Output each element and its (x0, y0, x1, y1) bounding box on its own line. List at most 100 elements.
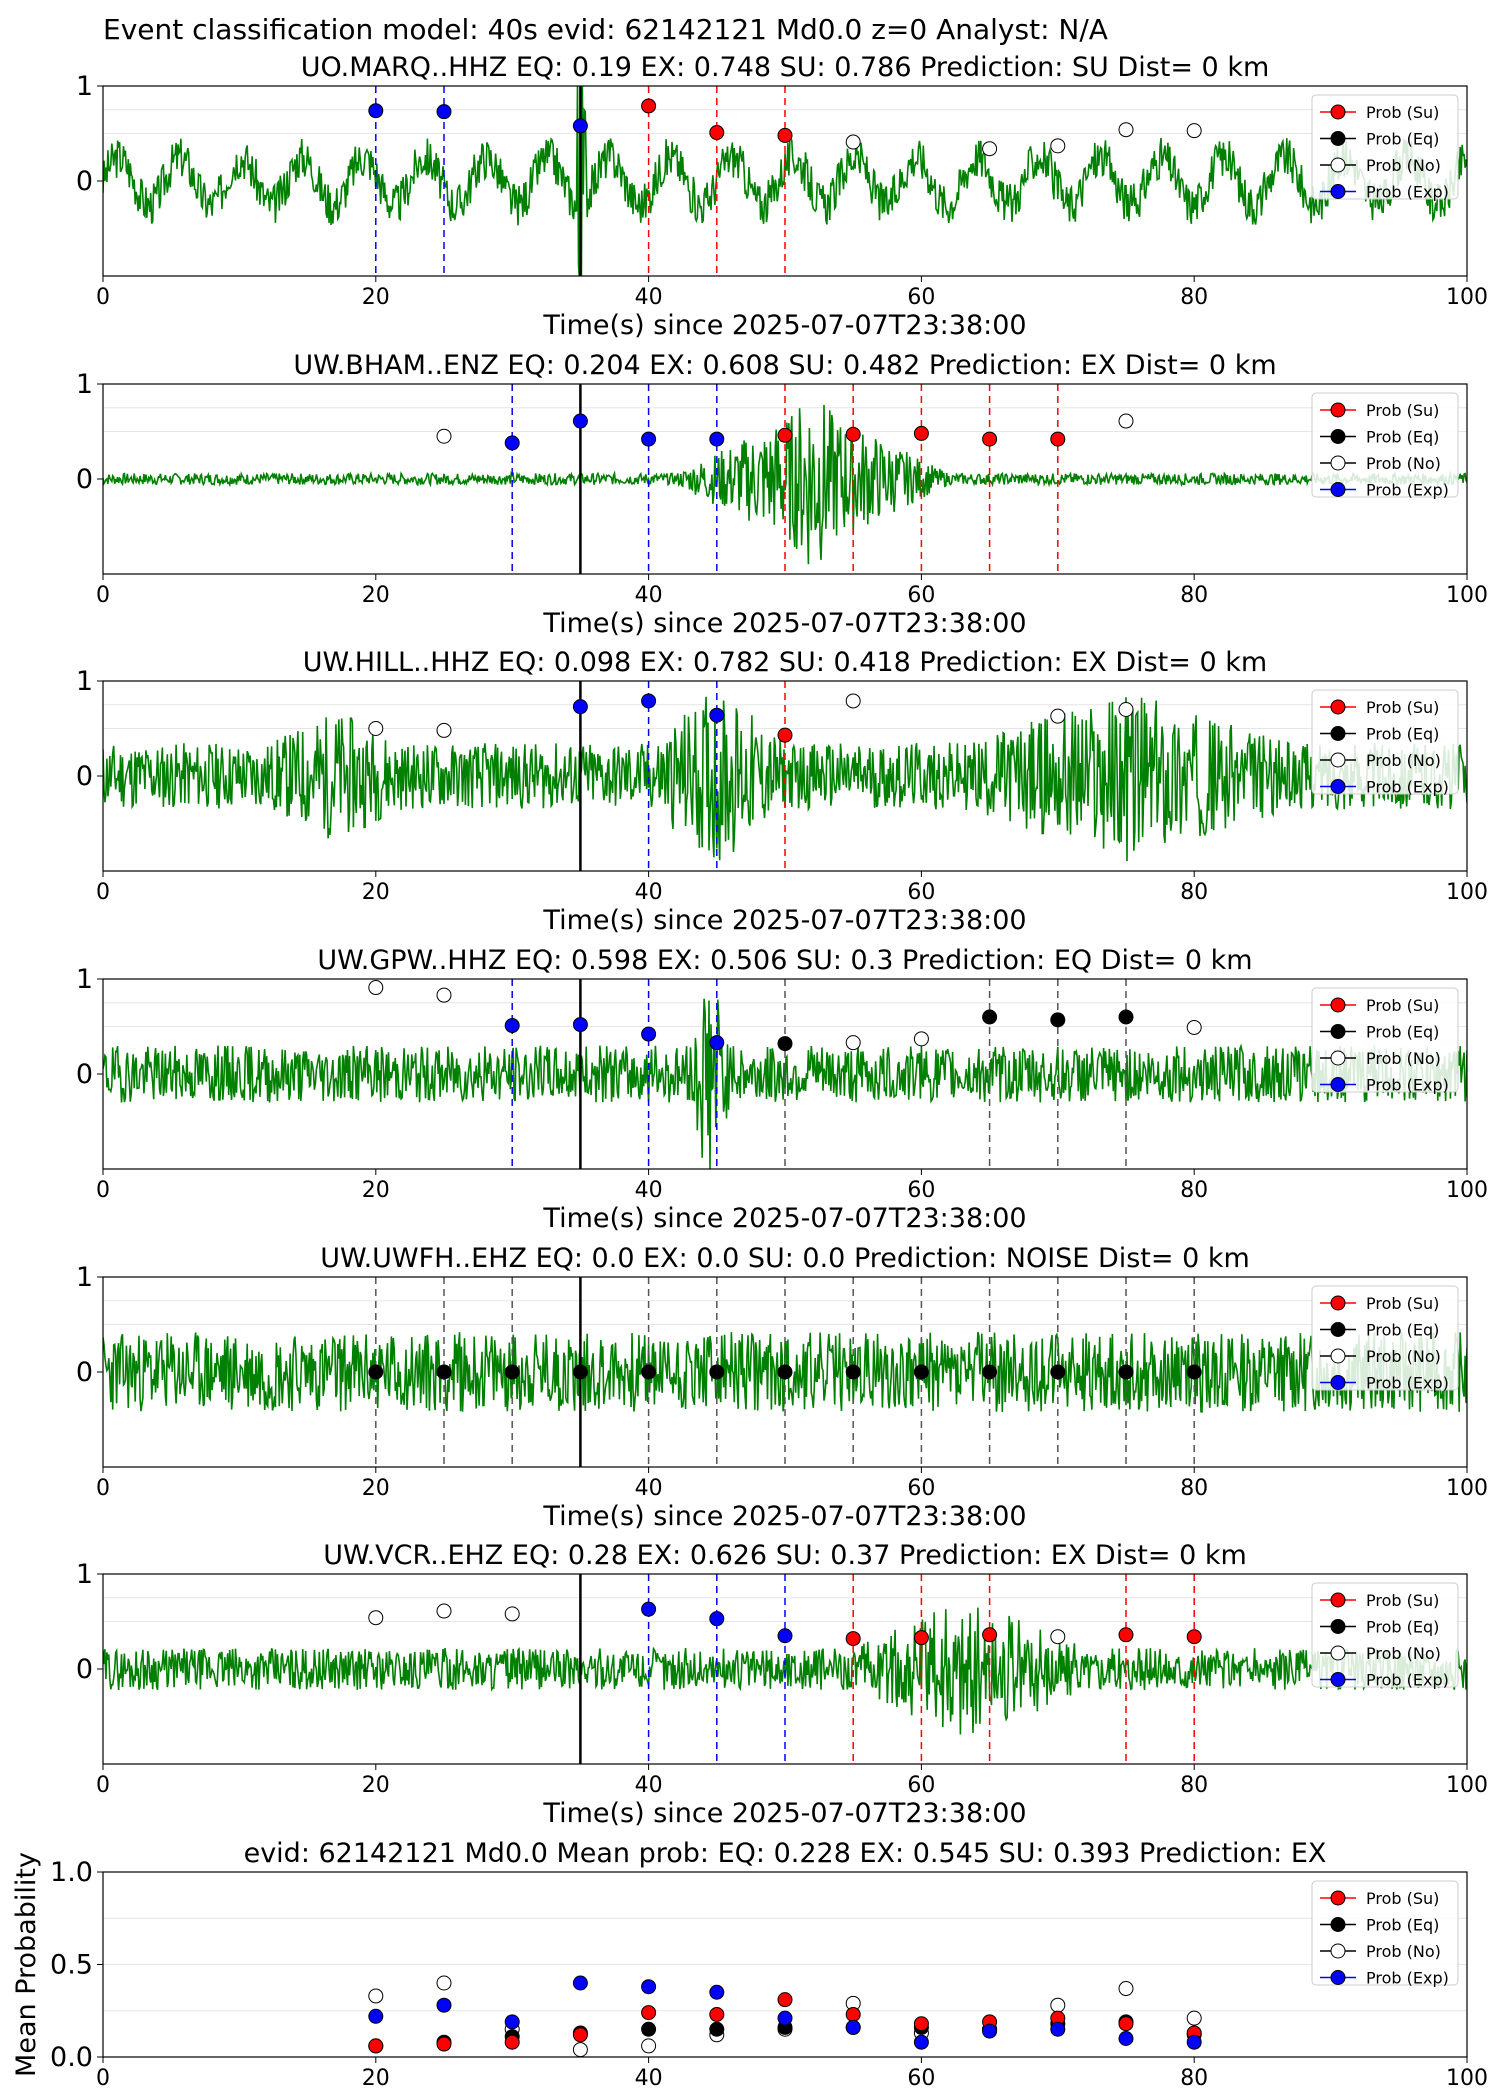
data-point-no (1118, 413, 1134, 429)
data-point-eq (641, 1364, 657, 1380)
data-point-eq (1186, 1364, 1202, 1380)
data-point-no (368, 1610, 384, 1626)
data-point-su (777, 727, 793, 743)
data-point-su (913, 2016, 929, 2032)
data-point-no (845, 1035, 861, 1051)
data-point-su (913, 1630, 929, 1646)
plot-area (103, 1277, 1467, 1467)
data-point-exp (641, 1601, 657, 1617)
data-point-su (845, 2006, 861, 2022)
data-point-no (368, 980, 384, 996)
panel-1: UO.MARQ..HHZ EQ: 0.19 EX: 0.748 SU: 0.78… (76, 52, 1488, 341)
data-point-no (1118, 1981, 1134, 1997)
y-tick-label: 0 (76, 1654, 93, 1685)
data-point-exp (572, 1975, 588, 1991)
data-point-eq (982, 1364, 998, 1380)
legend-marker-eq (1330, 1024, 1346, 1039)
data-point-su (436, 2036, 452, 2052)
data-point-no (982, 141, 998, 157)
data-point-exp (913, 2034, 929, 2050)
panel-title: UO.MARQ..HHZ EQ: 0.19 EX: 0.748 SU: 0.78… (301, 52, 1270, 83)
y-tick-label: 0 (76, 761, 93, 792)
legend-marker-no (1330, 1050, 1346, 1066)
x-tick-label: 20 (362, 880, 390, 905)
x-tick-label: 0 (96, 1178, 110, 1203)
data-point-no (641, 2038, 657, 2054)
panel-4: UW.GPW..HHZ EQ: 0.598 EX: 0.506 SU: 0.3 … (76, 945, 1488, 1234)
y-tick-label: 0 (76, 464, 93, 495)
data-point-no (436, 428, 452, 444)
data-point-no (1186, 123, 1202, 139)
data-point-no (1118, 122, 1134, 138)
data-point-su (982, 431, 998, 447)
data-point-exp (368, 103, 384, 119)
legend: Prob (Su) Prob (Eq) Prob (No) Prob (Exp) (1311, 1285, 1459, 1393)
data-point-eq (1050, 1012, 1066, 1028)
data-point-exp (572, 699, 588, 715)
y-tick-label: 1 (76, 666, 93, 697)
legend-label: Prob (Eq) (1366, 1321, 1439, 1340)
x-tick-label: 40 (635, 285, 663, 310)
legend-label: Prob (No) (1366, 1049, 1441, 1068)
legend-label: Prob (Su) (1366, 401, 1439, 420)
panel-3: UW.HILL..HHZ EQ: 0.098 EX: 0.782 SU: 0.4… (76, 647, 1488, 936)
legend-marker-su (1330, 402, 1346, 418)
data-point-no (436, 1603, 452, 1619)
data-point-su (709, 2006, 725, 2022)
legend-marker-no (1330, 1645, 1346, 1661)
data-point-su (641, 98, 657, 114)
panel-title: UW.VCR..EHZ EQ: 0.28 EX: 0.626 SU: 0.37 … (323, 1540, 1247, 1571)
y-axis-label: Mean Probability (11, 1852, 42, 2077)
x-tick-label: 0 (96, 1773, 110, 1798)
legend-marker-no (1330, 1348, 1346, 1364)
legend-box (1311, 1582, 1459, 1688)
x-axis-label: Time(s) since 2025-07-07T23:38:00 (542, 1501, 1026, 1532)
data-point-exp (641, 1979, 657, 1995)
legend-marker-su (1330, 997, 1346, 1013)
legend-marker-eq (1330, 1619, 1346, 1634)
legend: Prob (Su) Prob (Eq) Prob (No) Prob (Exp) (1311, 94, 1459, 202)
data-point-su (504, 2034, 520, 2050)
legend-label: Prob (Su) (1366, 1591, 1439, 1610)
data-point-no (436, 1975, 452, 1991)
data-point-su (845, 1631, 861, 1647)
y-tick-label: 0 (76, 166, 93, 197)
x-tick-label: 40 (635, 880, 663, 905)
data-point-eq (572, 1364, 588, 1380)
legend-label: Prob (Exp) (1366, 183, 1449, 202)
x-tick-label: 100 (1446, 583, 1488, 608)
data-point-no (436, 987, 452, 1003)
data-point-eq (777, 1036, 793, 1052)
data-point-eq (982, 1009, 998, 1025)
x-tick-label: 80 (1180, 2066, 1208, 2091)
legend-label: Prob (Exp) (1366, 1076, 1449, 1095)
data-point-exp (1118, 2031, 1134, 2046)
x-tick-label: 20 (362, 1178, 390, 1203)
data-point-exp (982, 2023, 998, 2039)
y-tick-label: 1 (76, 1262, 93, 1293)
y-tick-label: 0 (76, 1059, 93, 1090)
x-tick-label: 40 (635, 1178, 663, 1203)
data-point-su (368, 2038, 384, 2054)
legend-label: Prob (No) (1366, 751, 1441, 770)
legend-marker-su (1330, 104, 1346, 120)
data-point-exp (572, 413, 588, 429)
data-point-su (572, 2027, 588, 2043)
legend: Prob (Su) Prob (Eq) Prob (No) Prob (Exp) (1311, 1880, 1459, 1988)
figure-suptitle: Event classification model: 40s evid: 62… (103, 13, 1108, 46)
panel-2: UW.BHAM..ENZ EQ: 0.204 EX: 0.608 SU: 0.4… (76, 350, 1488, 639)
x-tick-label: 40 (635, 1773, 663, 1798)
x-tick-label: 100 (1446, 880, 1488, 905)
data-point-eq (845, 1364, 861, 1380)
data-point-exp (504, 1018, 520, 1034)
data-point-su (1050, 431, 1066, 447)
x-tick-label: 40 (635, 1476, 663, 1501)
x-tick-label: 100 (1446, 285, 1488, 310)
legend-label: Prob (Su) (1366, 1889, 1439, 1908)
x-tick-label: 60 (907, 1476, 935, 1501)
legend-label: Prob (Eq) (1366, 428, 1439, 447)
legend-box (1311, 987, 1459, 1093)
data-point-no (1050, 1997, 1066, 2013)
panel-title: UW.GPW..HHZ EQ: 0.598 EX: 0.506 SU: 0.3 … (317, 945, 1252, 976)
x-tick-label: 100 (1446, 1773, 1488, 1798)
